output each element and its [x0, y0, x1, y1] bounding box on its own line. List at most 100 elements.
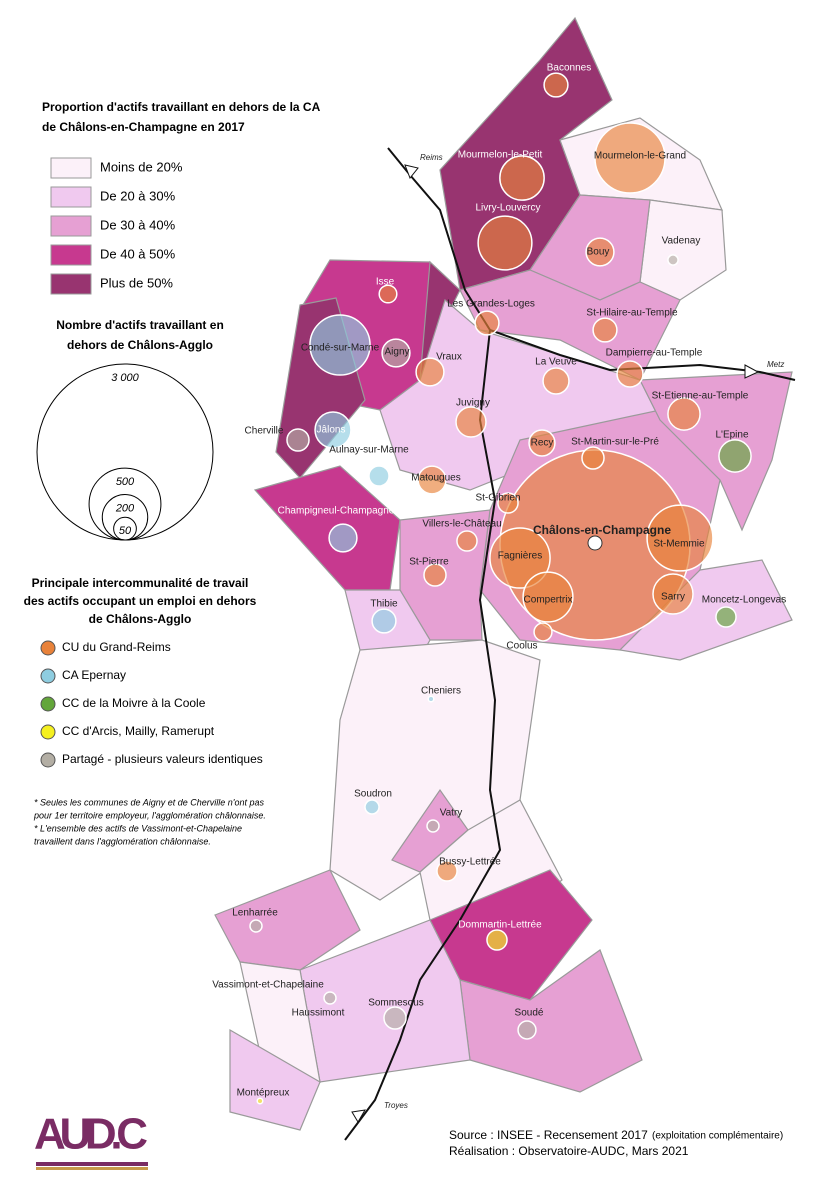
footnote: pour 1er territoire employeur, l'agglomé…: [33, 810, 266, 820]
commune-circle: [456, 530, 478, 552]
commune-circle: [249, 919, 263, 933]
commune-label: St-Pierre: [409, 557, 449, 568]
commune-label: Montépreux: [237, 1088, 290, 1099]
commune-circle: [309, 314, 371, 376]
commune-circle: [256, 1097, 264, 1105]
group-title: de Châlons-Agglo: [89, 612, 192, 626]
commune-label: Cherville: [245, 426, 284, 437]
group-label: CU du Grand-Reims: [62, 640, 171, 654]
commune-circle: [517, 1020, 537, 1040]
class-swatch: [50, 244, 92, 266]
commune-circle: [581, 446, 605, 470]
commune-circle: [533, 622, 553, 642]
class-label: Moins de 20%: [100, 159, 183, 174]
commune-circle: [594, 122, 666, 194]
commune-label: Compertrix: [524, 595, 573, 606]
commune-label: Soudron: [354, 789, 392, 800]
commune-circle: [371, 608, 397, 634]
legend: Proportion d'actifs travaillant en dehor…: [24, 100, 784, 1158]
commune-label: Soudé: [515, 1008, 544, 1019]
logo: AUD.C: [34, 1110, 148, 1159]
commune-label: St-Martin-sur-le-Pré: [571, 437, 659, 448]
road-label: Reims: [420, 153, 443, 162]
commune-label: Matougues: [411, 473, 460, 484]
commune-circle: [542, 367, 570, 395]
commune-label: Vraux: [436, 352, 462, 363]
commune-circle: [474, 310, 500, 336]
class-label: De 30 à 40%: [100, 217, 176, 232]
commune-circle: [497, 492, 519, 514]
group-label: CC d'Arcis, Mailly, Ramerupt: [62, 724, 215, 738]
region: [459, 269, 681, 381]
commune-circle: [417, 465, 447, 495]
commune-circle: [489, 527, 551, 589]
class-swatch: [50, 157, 92, 179]
commune-circle: [486, 929, 508, 951]
commune-circle: [455, 406, 487, 438]
commune-circle: [522, 571, 574, 623]
class-label: Plus de 50%: [100, 275, 173, 290]
commune-circle: [383, 1006, 407, 1030]
commune-label: Dommartin-Lettrée: [458, 920, 542, 931]
size-title: Nombre d'actifs travaillant en: [56, 318, 224, 332]
size-label: 500: [116, 476, 135, 488]
commune-circle: [667, 254, 679, 266]
footnote: * L'ensemble des actifs de Vassimont-et-…: [34, 823, 242, 833]
logo-bar: [36, 1162, 148, 1166]
commune-circle: [323, 991, 337, 1005]
road-label: Troyes: [384, 1101, 408, 1110]
size-label: 50: [119, 525, 132, 537]
commune-circle: [381, 338, 411, 368]
commune-label: Jâlons: [317, 425, 346, 436]
commune-circle: [585, 237, 615, 267]
class-label: De 20 à 30%: [100, 188, 176, 203]
commune-label: St-Gibrien: [475, 493, 520, 504]
group-label: CC de la Moivre à la Coole: [62, 696, 206, 710]
commune-circle: [592, 317, 618, 343]
commune-circle: [286, 428, 310, 452]
road: [489, 329, 796, 381]
class-label: De 40 à 50%: [100, 246, 176, 261]
commune-circle: [415, 357, 445, 387]
commune-label: St-Etienne-au-Temple: [652, 391, 749, 402]
class-swatch: [50, 215, 92, 237]
source: Source : INSEE - Recensement 2017: [449, 1128, 648, 1142]
city-marker: [587, 535, 603, 551]
group-swatch: [40, 752, 56, 768]
commune-circle: [368, 465, 390, 487]
commune-label: Livry-Louvercy: [475, 203, 540, 214]
commune-label: Thibie: [370, 599, 398, 610]
commune-circle: [543, 72, 569, 98]
commune-circle: [328, 523, 358, 553]
commune-label: Haussimont: [292, 1008, 345, 1019]
commune-label: Recy: [531, 438, 554, 449]
group-swatch: [40, 668, 56, 684]
region: [618, 559, 793, 661]
commune-circle: [423, 563, 447, 587]
group-label: Partagé - plusieurs valeurs identiques: [62, 752, 263, 766]
road: [344, 147, 502, 1141]
road-arrow: [404, 164, 419, 179]
commune-circle: [426, 819, 440, 833]
commune-label: Baconnes: [547, 63, 591, 74]
commune-circle: [499, 155, 545, 201]
commune-label: Vadenay: [662, 236, 701, 247]
size-circle: [113, 516, 137, 541]
commune-circle: [528, 429, 556, 457]
commune-label: Les Grandes-Loges: [447, 299, 535, 310]
commune-circle: [314, 411, 352, 449]
group-label: CA Epernay: [62, 668, 126, 682]
circles: [249, 72, 752, 1105]
commune-label: Bouy: [587, 247, 610, 258]
commune-label: Vatry: [440, 808, 463, 819]
commune-circle: [436, 860, 458, 882]
commune-label: Cheniers: [421, 686, 461, 697]
size-label: 3 000: [111, 372, 139, 384]
footnote: * Seules les communes de Aigny et de Che…: [34, 797, 265, 807]
region: [253, 465, 401, 591]
commune-label: Aigny: [384, 347, 409, 358]
group-title: des actifs occupant un emploi en dehors: [24, 594, 257, 608]
road-label: Metz: [767, 360, 784, 369]
labels: Châlons-en-Champagne Baconnes Mourmelon-le…: [212, 63, 786, 1110]
